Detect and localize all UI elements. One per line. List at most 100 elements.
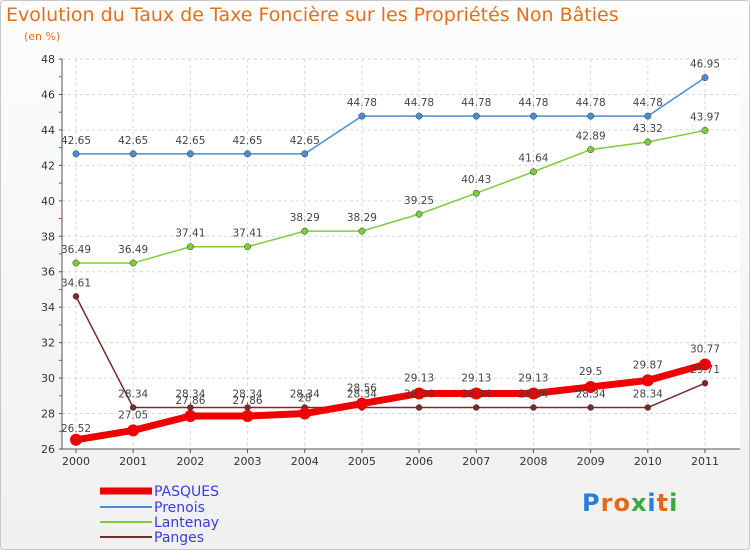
data-point-lantenay — [129, 259, 137, 267]
data-point-pasques — [584, 380, 597, 393]
data-point-lantenay — [644, 138, 652, 146]
data-label-lantenay: 41.64 — [518, 153, 548, 165]
data-point-lantenay — [472, 189, 480, 197]
data-point-prenois — [644, 112, 652, 120]
x-tick-label: 2011 — [691, 455, 719, 468]
data-point-pasques — [70, 433, 82, 446]
data-label-pasques: 27.86 — [233, 395, 263, 407]
data-label-prenois: 46.95 — [690, 59, 720, 71]
brand-letter: i — [647, 489, 657, 517]
y-tick-label: 44 — [41, 124, 55, 137]
data-point-pasques — [355, 397, 368, 410]
data-point-prenois — [530, 112, 537, 120]
data-point-pasques — [413, 387, 426, 400]
data-point-prenois — [472, 112, 480, 120]
legend-label-pasques: PASQUES — [154, 484, 219, 500]
data-point-panges — [415, 404, 423, 411]
data-label-pasques: 27.86 — [175, 395, 205, 407]
x-tick-label: 2000 — [62, 455, 90, 468]
data-label-prenois: 44.78 — [404, 97, 434, 109]
data-label-prenois: 44.78 — [347, 97, 377, 109]
chart-title: Evolution du Taux de Taxe Foncière sur l… — [6, 4, 619, 26]
legend-label-lantenay: Lantenay — [154, 515, 219, 531]
y-tick-label: 30 — [41, 372, 55, 385]
data-label-lantenay: 38.29 — [347, 212, 377, 224]
data-label-pasques: 27.05 — [118, 409, 148, 421]
data-point-prenois — [701, 74, 709, 82]
chart-subtitle: (en %) — [24, 30, 61, 43]
data-label-prenois: 44.78 — [518, 97, 548, 109]
data-point-panges — [644, 404, 652, 411]
data-point-lantenay — [358, 227, 366, 235]
data-label-prenois: 44.78 — [461, 97, 491, 109]
data-label-panges: 28.34 — [175, 389, 205, 401]
data-point-lantenay — [244, 243, 251, 251]
brand-letter: P — [582, 489, 601, 517]
y-tick-label: 46 — [41, 88, 55, 101]
data-point-pasques — [184, 410, 197, 423]
data-label-panges: 28.34 — [233, 389, 263, 401]
series-line-lantenay — [75, 129, 706, 264]
data-label-prenois: 42.65 — [118, 135, 148, 147]
data-label-lantenay: 37.41 — [233, 228, 263, 240]
y-tick-label: 36 — [41, 266, 55, 279]
data-label-pasques: 29.13 — [518, 373, 548, 385]
x-tick-label: 2003 — [234, 455, 262, 468]
data-point-lantenay — [72, 259, 80, 267]
data-label-panges: 28.34 — [576, 389, 606, 401]
data-label-panges: 34.61 — [61, 277, 91, 289]
legend-label-panges: Panges — [154, 530, 204, 546]
data-label-lantenay: 43.32 — [633, 123, 663, 135]
data-label-panges: 28.34 — [404, 389, 434, 401]
data-label-prenois: 42.65 — [233, 135, 263, 147]
y-tick-label: 38 — [41, 230, 55, 243]
data-label-lantenay: 38.29 — [290, 212, 320, 224]
data-point-lantenay — [415, 210, 423, 218]
data-point-panges — [129, 404, 137, 411]
data-label-panges: 28.34 — [518, 389, 548, 401]
x-tick-label: 2007 — [462, 455, 490, 468]
data-point-lantenay — [701, 126, 709, 134]
x-tick-label: 2009 — [577, 455, 605, 468]
data-label-lantenay: 39.25 — [404, 195, 434, 207]
x-tick-label: 2006 — [405, 455, 433, 468]
data-label-lantenay: 42.89 — [576, 131, 606, 143]
data-label-panges: 28.34 — [118, 389, 148, 401]
data-label-panges: 28.34 — [290, 389, 320, 401]
data-label-prenois: 44.78 — [633, 97, 663, 109]
data-label-lantenay: 37.41 — [175, 228, 205, 240]
data-label-lantenay: 43.97 — [690, 111, 720, 123]
data-point-panges — [530, 404, 537, 411]
y-tick-label: 28 — [41, 408, 55, 421]
series-line-panges — [75, 295, 706, 409]
data-label-lantenay: 36.49 — [118, 244, 148, 256]
data-point-panges — [473, 404, 480, 411]
data-point-prenois — [129, 150, 137, 158]
data-point-lantenay — [587, 146, 595, 154]
brand-logo: Proxiti — [582, 489, 678, 517]
data-label-lantenay: 40.43 — [461, 174, 491, 186]
y-tick-label: 32 — [41, 337, 55, 350]
data-label-prenois: 44.78 — [576, 97, 606, 109]
data-point-pasques — [127, 424, 140, 437]
y-tick-label: 40 — [41, 195, 55, 208]
data-point-prenois — [358, 112, 366, 120]
data-label-panges: 29.71 — [690, 364, 720, 376]
x-tick-label: 2004 — [291, 455, 319, 468]
data-point-lantenay — [186, 243, 194, 251]
data-label-pasques: 29.87 — [633, 359, 663, 371]
data-label-prenois: 42.65 — [175, 135, 205, 147]
series-line-prenois — [75, 76, 706, 155]
x-tick-label: 2002 — [176, 455, 204, 468]
data-label-pasques: 28.56 — [347, 383, 377, 395]
data-point-prenois — [301, 150, 309, 158]
data-point-pasques — [641, 374, 654, 387]
series-line-pasques — [72, 360, 709, 444]
data-label-pasques: 29.13 — [461, 373, 491, 385]
brand-letter: r — [600, 489, 614, 517]
x-tick-label: 2001 — [119, 455, 147, 468]
data-point-pasques — [470, 387, 483, 400]
data-label-prenois: 42.65 — [290, 135, 320, 147]
data-point-pasques — [699, 358, 711, 371]
